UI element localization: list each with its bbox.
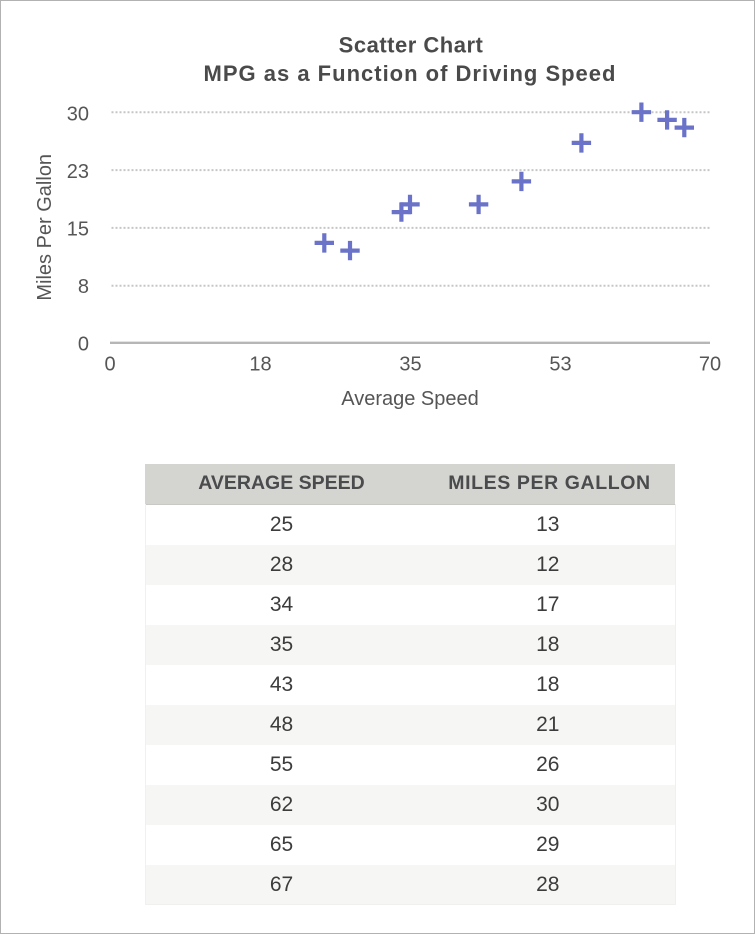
svg-text:8: 8	[77, 276, 88, 298]
svg-text:30: 30	[66, 103, 88, 125]
svg-text:70: 70	[698, 353, 720, 375]
svg-text:0: 0	[104, 353, 115, 375]
svg-text:Miles Per Gallon: Miles Per Gallon	[33, 153, 55, 300]
svg-text:18: 18	[249, 353, 271, 375]
svg-text:23: 23	[66, 160, 88, 182]
svg-text:Average Speed: Average Speed	[341, 388, 479, 410]
svg-text:MPG as a Function of Driving S: MPG as a Function of Driving Speed	[203, 61, 616, 86]
svg-text:35: 35	[399, 353, 421, 375]
svg-text:0: 0	[77, 333, 88, 355]
svg-text:53: 53	[549, 353, 571, 375]
svg-text:15: 15	[66, 218, 88, 240]
svg-text:Scatter Chart: Scatter Chart	[338, 32, 483, 57]
